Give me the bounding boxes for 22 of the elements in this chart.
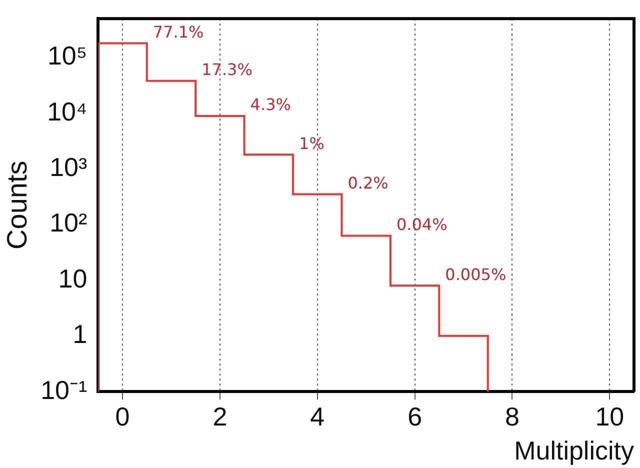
x-tick-label: 6 bbox=[408, 401, 422, 432]
x-axis-title: Multiplicity bbox=[514, 436, 634, 466]
annotation: 17.3% bbox=[202, 60, 252, 80]
x-tick-label: 2 bbox=[212, 401, 228, 432]
x-tick-label: 4 bbox=[310, 401, 325, 432]
x-tick-label: 0 bbox=[115, 401, 130, 432]
annotation: 0.005% bbox=[445, 264, 506, 284]
y-tick-label: 10³ bbox=[50, 152, 88, 182]
x-tick-label: 8 bbox=[504, 401, 520, 432]
annotation: 77.1% bbox=[152, 22, 204, 42]
annotation: 0.2% bbox=[348, 173, 388, 192]
y-tick-label: 10 bbox=[58, 263, 88, 294]
y-axis-title: Counts bbox=[2, 160, 33, 250]
annotation: 4.3% bbox=[250, 95, 291, 114]
y-tick-label: 10² bbox=[50, 208, 88, 238]
annotation: 1% bbox=[299, 134, 324, 153]
y-tick-label: 10⁵ bbox=[47, 40, 88, 71]
annotation: 0.04% bbox=[396, 214, 448, 234]
y-tick-label: 1 bbox=[72, 319, 88, 350]
y-tick-label: 10⁻¹ bbox=[40, 374, 88, 405]
x-tick-label: 10 bbox=[595, 401, 624, 432]
y-tick-label: 10⁴ bbox=[47, 96, 88, 126]
